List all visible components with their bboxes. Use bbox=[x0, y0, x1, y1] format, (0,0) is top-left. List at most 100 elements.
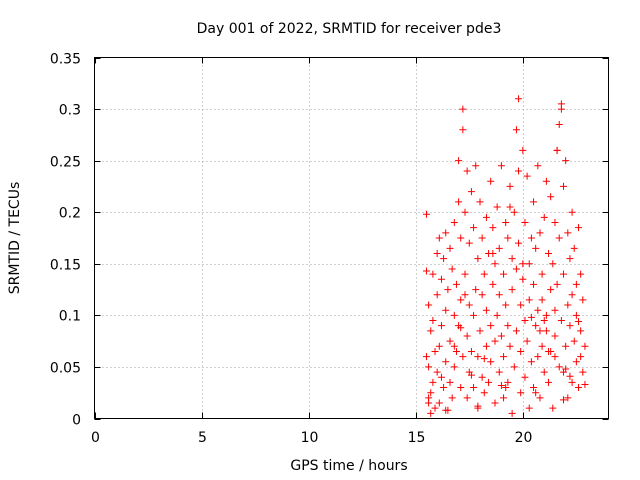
data-point bbox=[564, 229, 572, 237]
data-point bbox=[500, 394, 508, 402]
data-point bbox=[534, 353, 542, 361]
data-point bbox=[470, 224, 478, 232]
data-point bbox=[504, 234, 512, 242]
x-tick-label: 0 bbox=[91, 430, 100, 446]
data-point bbox=[523, 172, 531, 180]
data-point bbox=[530, 198, 538, 206]
data-point bbox=[575, 318, 583, 326]
data-point bbox=[448, 394, 456, 402]
data-point bbox=[508, 255, 516, 263]
data-point bbox=[508, 409, 516, 417]
data-point bbox=[476, 198, 484, 206]
data-point bbox=[577, 327, 585, 335]
data-point bbox=[566, 372, 574, 380]
data-point bbox=[512, 265, 520, 273]
grid-lines bbox=[94, 57, 609, 419]
data-point bbox=[551, 353, 559, 361]
data-point bbox=[568, 378, 576, 386]
data-point bbox=[542, 177, 550, 185]
data-point bbox=[457, 234, 465, 242]
data-point bbox=[489, 224, 497, 232]
data-point bbox=[467, 347, 475, 355]
data-point bbox=[437, 275, 445, 283]
data-point bbox=[540, 213, 548, 221]
data-point bbox=[562, 342, 570, 350]
data-point bbox=[536, 394, 544, 402]
data-point bbox=[570, 337, 578, 345]
data-point bbox=[470, 384, 478, 392]
data-point bbox=[540, 368, 548, 376]
data-point bbox=[467, 188, 475, 196]
data-point bbox=[450, 219, 458, 227]
data-point bbox=[581, 342, 589, 350]
y-axis-label: SRMTID / TECUs bbox=[7, 182, 23, 295]
data-point bbox=[459, 353, 467, 361]
data-point bbox=[491, 337, 499, 345]
data-point bbox=[523, 337, 531, 345]
data-point bbox=[455, 198, 463, 206]
x-tick-label: 20 bbox=[515, 430, 533, 446]
data-point bbox=[575, 384, 583, 392]
y-tick-label: 0.25 bbox=[50, 155, 81, 171]
data-point bbox=[534, 306, 542, 314]
data-point bbox=[506, 182, 514, 190]
y-tick-label: 0 bbox=[72, 413, 81, 429]
data-point bbox=[575, 224, 583, 232]
data-point bbox=[540, 317, 548, 325]
data-point bbox=[493, 203, 501, 211]
data-point bbox=[572, 311, 580, 319]
data-point bbox=[510, 363, 518, 371]
data-point bbox=[581, 380, 589, 388]
data-point bbox=[435, 234, 443, 242]
data-point bbox=[508, 286, 516, 294]
data-point bbox=[440, 255, 448, 263]
data-point bbox=[570, 244, 578, 252]
data-point bbox=[461, 291, 469, 299]
data-point bbox=[500, 270, 508, 278]
data-point bbox=[433, 368, 441, 376]
data-point bbox=[551, 219, 559, 227]
data-point bbox=[525, 260, 533, 268]
data-point bbox=[545, 347, 553, 355]
data-point bbox=[450, 342, 458, 350]
data-point bbox=[448, 265, 456, 273]
data-point bbox=[489, 280, 497, 288]
data-point bbox=[517, 301, 525, 309]
data-point bbox=[495, 368, 503, 376]
data-point bbox=[485, 378, 493, 386]
chart-title: Day 001 of 2022, SRMTID for receiver pde… bbox=[197, 21, 502, 37]
data-point bbox=[506, 203, 514, 211]
x-tick-label: 15 bbox=[408, 430, 426, 446]
data-point bbox=[465, 301, 473, 309]
data-point bbox=[525, 404, 533, 412]
data-point bbox=[437, 373, 445, 381]
data-point bbox=[435, 399, 443, 407]
data-point bbox=[502, 301, 510, 309]
y-tick-label: 0.2 bbox=[59, 206, 81, 222]
data-point bbox=[521, 317, 529, 325]
data-point bbox=[517, 389, 525, 397]
data-point bbox=[480, 270, 488, 278]
data-point bbox=[487, 358, 495, 366]
data-point bbox=[433, 291, 441, 299]
data-point bbox=[532, 322, 540, 330]
data-point bbox=[538, 296, 546, 304]
data-point bbox=[457, 384, 465, 392]
data-point bbox=[568, 208, 576, 216]
data-point bbox=[510, 208, 518, 216]
y-tick-label: 0.3 bbox=[59, 103, 81, 119]
data-point bbox=[532, 389, 540, 397]
data-point bbox=[463, 332, 471, 340]
data-point bbox=[549, 404, 557, 412]
data-point bbox=[442, 306, 450, 314]
data-point bbox=[545, 378, 553, 386]
data-point bbox=[457, 324, 465, 332]
data-point bbox=[427, 409, 435, 417]
data-point bbox=[519, 146, 527, 154]
data-point bbox=[422, 353, 430, 361]
data-point bbox=[487, 322, 495, 330]
data-point bbox=[519, 275, 527, 283]
data-point bbox=[444, 286, 452, 294]
data-point bbox=[491, 260, 499, 268]
data-point bbox=[502, 219, 510, 227]
